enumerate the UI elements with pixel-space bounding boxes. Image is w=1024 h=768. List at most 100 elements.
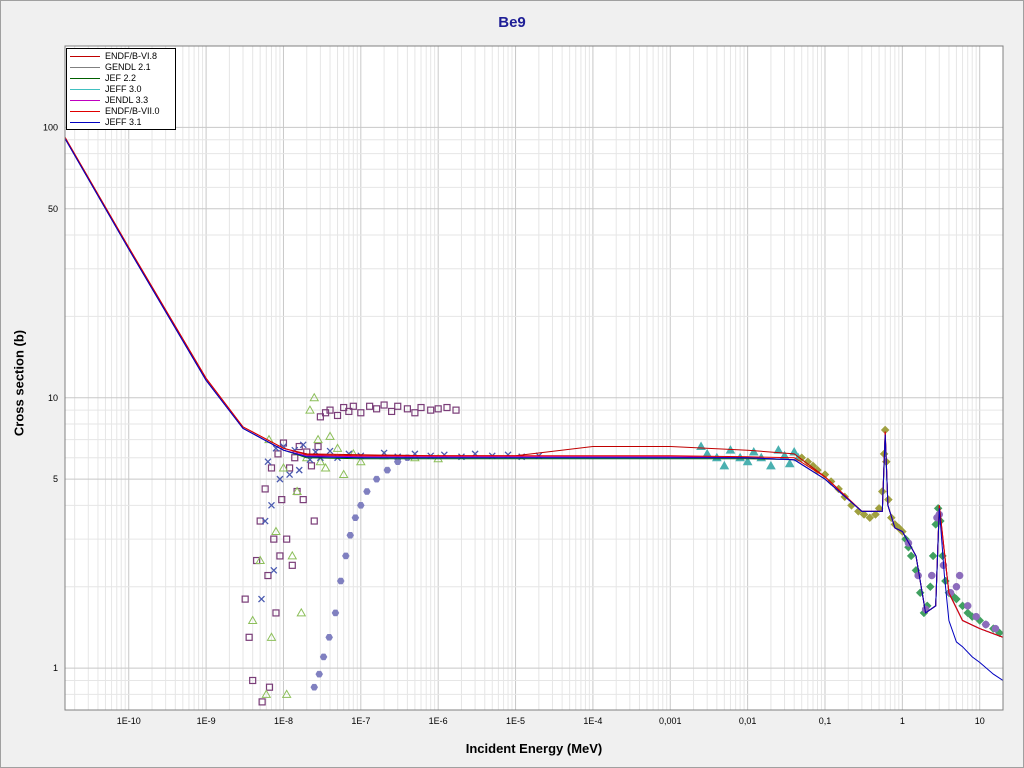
data-point-square bbox=[345, 407, 353, 416]
data-point-triangle bbox=[296, 607, 307, 617]
data-point-square bbox=[349, 402, 357, 410]
y-axis-label: Cross section (b) bbox=[11, 329, 27, 437]
data-point-square bbox=[333, 411, 342, 420]
y-tick-label: 1 bbox=[53, 663, 58, 673]
data-point-hexagon bbox=[310, 683, 319, 691]
data-point-cross bbox=[286, 471, 294, 478]
y-tick-label: 10 bbox=[48, 393, 58, 403]
series-line-6 bbox=[65, 138, 1003, 681]
data-point-cross bbox=[261, 517, 269, 525]
data-point-square bbox=[283, 535, 291, 543]
data-point-square bbox=[278, 496, 286, 504]
data-point-square bbox=[249, 676, 257, 685]
legend-item: ENDF/B-VII.0 bbox=[67, 106, 175, 117]
legend-label: JEFF 3.1 bbox=[105, 117, 142, 127]
data-point-hexagon bbox=[319, 653, 328, 661]
data-point-square bbox=[264, 571, 272, 580]
data-point-triangle bbox=[315, 456, 326, 466]
data-point-square bbox=[245, 633, 253, 641]
y-tick-label: 50 bbox=[48, 204, 58, 214]
data-point-diamond bbox=[928, 551, 938, 561]
legend-swatch bbox=[70, 67, 100, 68]
data-point-circle bbox=[955, 571, 964, 580]
data-point-square bbox=[265, 683, 274, 691]
x-tick-label: 1E-4 bbox=[583, 716, 602, 726]
data-point-diamond bbox=[884, 495, 893, 504]
data-point-hexagon bbox=[336, 577, 345, 585]
data-point-square bbox=[340, 403, 348, 412]
data-point-triangle bbox=[320, 462, 331, 472]
x-tick-label: 1E-6 bbox=[429, 716, 448, 726]
data-point-cross bbox=[258, 595, 265, 603]
data-point-triangle bbox=[247, 615, 258, 625]
data-point-square bbox=[270, 535, 278, 543]
legend-swatch bbox=[70, 78, 100, 79]
data-point-square bbox=[285, 464, 294, 472]
legend-swatch bbox=[70, 100, 100, 101]
data-point-triangle bbox=[784, 458, 795, 468]
legend-label: JEFF 3.0 bbox=[105, 84, 142, 94]
data-point-hexagon bbox=[383, 466, 392, 474]
data-point-square bbox=[434, 405, 442, 413]
data-point-square bbox=[276, 552, 284, 560]
data-point-square bbox=[310, 517, 318, 525]
data-point-triangle bbox=[281, 689, 292, 698]
x-tick-label: 1E-5 bbox=[506, 716, 525, 726]
data-point-triangle bbox=[338, 469, 349, 479]
data-point-square bbox=[452, 406, 460, 414]
data-point-triangle bbox=[287, 550, 298, 560]
data-point-square bbox=[380, 401, 388, 409]
data-point-square bbox=[316, 413, 324, 421]
data-point-square bbox=[417, 403, 425, 412]
data-point-square bbox=[261, 485, 269, 493]
legend-label: ENDF/B-VII.0 bbox=[105, 106, 160, 116]
data-point-circle bbox=[982, 620, 990, 629]
data-point-triangle bbox=[292, 486, 302, 496]
data-point-cross bbox=[264, 458, 272, 466]
data-point-cross bbox=[270, 566, 278, 574]
data-point-triangle bbox=[255, 555, 266, 565]
data-point-triangle bbox=[748, 446, 759, 456]
x-tick-label: 10 bbox=[975, 716, 985, 726]
y-tick-label: 5 bbox=[53, 474, 58, 484]
data-point-square bbox=[366, 402, 374, 410]
data-point-triangle bbox=[309, 392, 320, 402]
x-tick-label: 1 bbox=[900, 716, 905, 726]
legend: ENDF/B-VI.8 GENDL 2.1 JEF 2.2 JEFF 3.0 JENDL… bbox=[66, 48, 176, 130]
data-point-diamond bbox=[871, 510, 880, 519]
data-point-triangle bbox=[719, 460, 730, 470]
data-point-square bbox=[427, 406, 435, 414]
data-point-hexagon bbox=[351, 514, 360, 521]
data-point-circle bbox=[952, 582, 961, 591]
data-point-triangle bbox=[332, 443, 343, 452]
data-point-triangle bbox=[313, 434, 323, 444]
data-point-triangle bbox=[271, 526, 281, 536]
data-point-hexagon bbox=[363, 488, 371, 495]
x-axis-label: Incident Energy (MeV) bbox=[465, 741, 603, 756]
data-point-triangle bbox=[278, 462, 289, 472]
legend-item: JENDL 3.3 bbox=[67, 95, 175, 106]
data-point-triangle bbox=[773, 445, 784, 454]
data-point-square bbox=[394, 402, 402, 410]
data-point-cross bbox=[295, 466, 303, 474]
data-point-circle bbox=[928, 571, 936, 580]
data-point-hexagon bbox=[393, 458, 402, 465]
legend-label: JEF 2.2 bbox=[105, 73, 137, 83]
data-point-square bbox=[241, 595, 249, 603]
data-point-hexagon bbox=[331, 609, 340, 617]
legend-item: JEF 2.2 bbox=[67, 73, 175, 84]
data-point-cross bbox=[326, 447, 334, 455]
data-point-square bbox=[288, 561, 296, 569]
data-point-diamond bbox=[877, 487, 887, 496]
legend-label: ENDF/B-VI.8 bbox=[105, 51, 158, 61]
plot-background bbox=[65, 46, 1003, 710]
x-tick-label: 0,001 bbox=[659, 716, 682, 726]
data-point-triangle bbox=[261, 689, 272, 698]
data-point-square bbox=[299, 496, 307, 504]
data-point-circle bbox=[972, 612, 980, 621]
data-point-square bbox=[443, 403, 451, 412]
data-point-square bbox=[373, 405, 381, 413]
data-point-square bbox=[403, 405, 411, 413]
x-tick-label: 1E-8 bbox=[274, 716, 293, 726]
evaluation-curves bbox=[65, 136, 1003, 681]
